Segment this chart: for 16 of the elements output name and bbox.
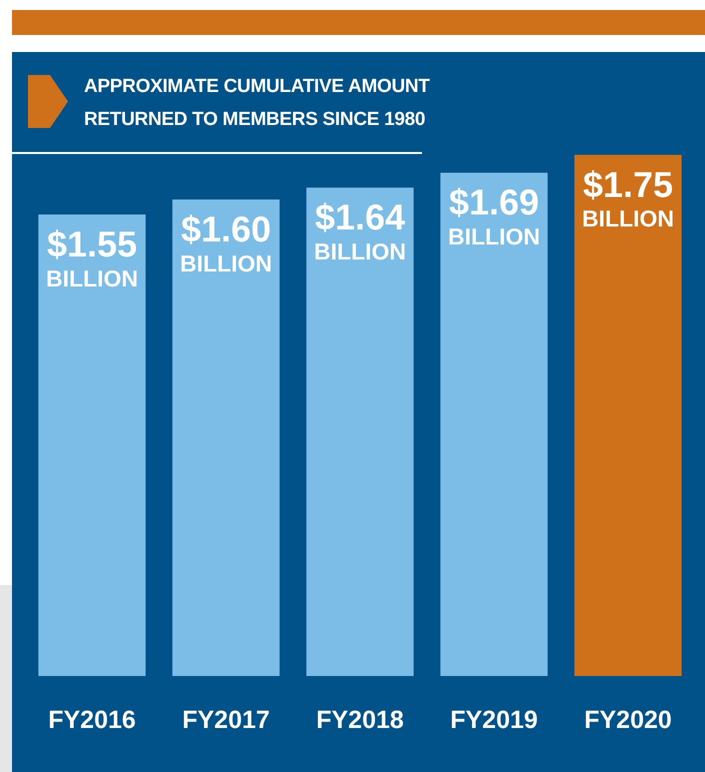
x-tick-label: FY2016 bbox=[48, 706, 136, 734]
x-tick-label: FY2018 bbox=[316, 706, 404, 734]
x-tick-label: FY2017 bbox=[182, 706, 270, 734]
x-tick-label: FY2019 bbox=[450, 706, 538, 734]
bar bbox=[440, 172, 548, 676]
bar bbox=[574, 154, 682, 676]
data-label: $1.69 BILLION bbox=[448, 182, 540, 250]
bar bbox=[38, 214, 146, 676]
bar bbox=[306, 188, 414, 676]
x-tick-label: FY2020 bbox=[584, 706, 672, 734]
bar bbox=[172, 200, 280, 676]
data-label: $1.60 BILLION bbox=[180, 208, 272, 276]
data-label: $1.75 BILLION bbox=[582, 164, 674, 232]
data-label: $1.55 BILLION bbox=[46, 223, 138, 292]
chart-title: APPROXIMATE CUMULATIVE AMOUNT RETURNED TO MEMBERS SINCE 1980 bbox=[84, 75, 431, 132]
data-label: $1.64 BILLION bbox=[314, 196, 406, 264]
